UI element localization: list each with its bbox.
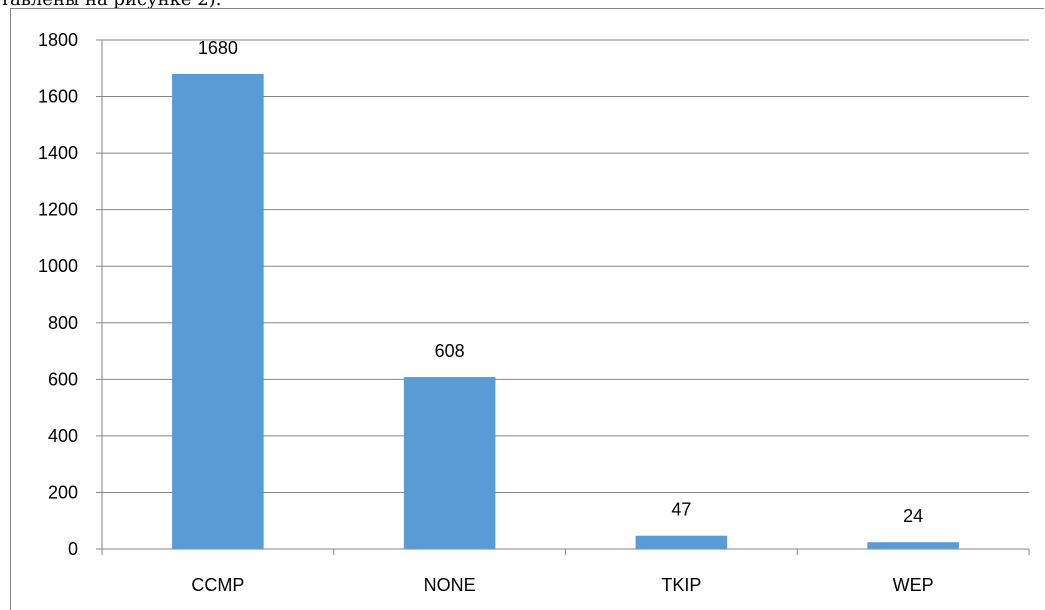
bar-tkip — [635, 535, 728, 549]
y-tick-label: 1800 — [38, 30, 78, 50]
y-tick-label: 1200 — [38, 200, 78, 220]
y-tick-label: 1400 — [38, 143, 78, 163]
top-caption-text: тавлены на рисунке 2). — [0, 0, 221, 12]
x-tick-label-ccmp: CCMP — [191, 575, 244, 595]
y-tick-label: 800 — [48, 313, 78, 333]
data-label-wep: 24 — [903, 506, 923, 526]
y-tick-label: 1000 — [38, 256, 78, 276]
x-tick-label-wep: WEP — [893, 575, 934, 595]
bar-ccmp — [172, 73, 264, 549]
y-tick-label: 600 — [48, 369, 78, 389]
data-label-none: 608 — [435, 341, 465, 361]
y-tick-label: 200 — [48, 482, 78, 502]
chart-frame — [10, 8, 1044, 610]
x-tick-label-none: NONE — [424, 575, 476, 595]
y-tick-label: 0 — [68, 539, 78, 559]
data-label-tkip: 47 — [671, 500, 691, 520]
y-tick-label: 1600 — [38, 87, 78, 107]
bar-wep — [867, 542, 959, 549]
data-label-ccmp: 1680 — [198, 38, 238, 58]
x-tick-label-tkip: TKIP — [661, 575, 701, 595]
y-tick-label: 400 — [48, 426, 78, 446]
bar-none — [403, 377, 496, 549]
